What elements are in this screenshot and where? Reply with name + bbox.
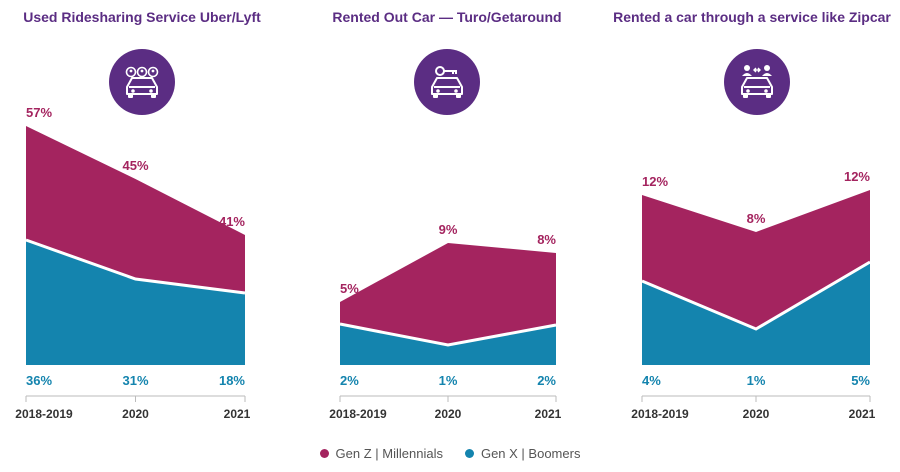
chart-panel-2: Rented Out Car — Turo/Getaround 5% 2% 9% 1% 8… — [329, 9, 561, 421]
data-label-gen-x-boomers: 36% — [26, 373, 52, 388]
chart-title: Rented Out Car — Turo/Getaround — [332, 9, 561, 25]
data-label-gen-z-millennials: 45% — [122, 158, 148, 173]
x-tick-label: 2021 — [535, 407, 562, 421]
data-label-gen-x-boomers: 5% — [851, 373, 870, 388]
x-tick-label: 2018-2019 — [15, 407, 73, 421]
chart-panel-1: Used Ridesharing Service Uber/Lyft 57% 36%… — [15, 9, 261, 421]
legend-label: Gen Z | Millennials — [335, 446, 443, 461]
x-tick-label: 2020 — [122, 407, 149, 421]
data-label-gen-z-millennials: 8% — [747, 211, 766, 226]
legend-swatch-bottom — [464, 449, 474, 458]
legend-item-gen-x-boomers: Gen X | Boomers — [464, 446, 581, 461]
data-label-gen-z-millennials: 8% — [537, 232, 556, 247]
legend-item-gen-z-millennials: Gen Z | Millennials — [319, 446, 443, 461]
series-separator — [641, 260, 871, 331]
share-car-icon — [724, 49, 790, 115]
area-gen-x-boomers — [642, 262, 870, 365]
chart-title: Used Ridesharing Service Uber/Lyft — [23, 9, 261, 25]
people-car-icon — [109, 49, 175, 115]
data-label-gen-x-boomers: 31% — [122, 373, 148, 388]
data-label-gen-x-boomers: 1% — [747, 373, 766, 388]
x-tick-label: 2021 — [224, 407, 251, 421]
x-tick-label: 2020 — [435, 407, 462, 421]
x-tick-label: 2021 — [849, 407, 876, 421]
legend-swatch-top — [319, 449, 329, 458]
data-label-gen-x-boomers: 4% — [642, 373, 661, 388]
data-label-gen-z-millennials: 5% — [340, 281, 359, 296]
data-label-gen-x-boomers: 18% — [219, 373, 245, 388]
legend-label: Gen X | Boomers — [480, 446, 581, 461]
data-label-gen-z-millennials: 12% — [642, 174, 668, 189]
data-label-gen-x-boomers: 2% — [537, 373, 556, 388]
key-car-icon — [414, 49, 480, 115]
chart-panel-3: Rented a car through a service like Zipc… — [613, 9, 891, 421]
legend: Gen Z | Millennials Gen X | Boomers — [0, 446, 900, 461]
area-gen-x-boomers — [26, 240, 245, 365]
series-separator — [339, 322, 557, 347]
data-label-gen-z-millennials: 12% — [844, 169, 870, 184]
data-label-gen-z-millennials: 57% — [26, 105, 52, 120]
data-label-gen-z-millennials: 9% — [439, 222, 458, 237]
x-tick-label: 2018-2019 — [631, 407, 689, 421]
data-label-gen-x-boomers: 1% — [439, 373, 458, 388]
chart-title: Rented a car through a service like Zipc… — [613, 9, 891, 25]
x-tick-label: 2020 — [743, 407, 770, 421]
x-tick-label: 2018-2019 — [329, 407, 387, 421]
series-separator — [25, 238, 246, 295]
area-gen-x-boomers — [340, 324, 556, 365]
data-label-gen-z-millennials: 41% — [219, 214, 245, 229]
data-label-gen-x-boomers: 2% — [340, 373, 359, 388]
